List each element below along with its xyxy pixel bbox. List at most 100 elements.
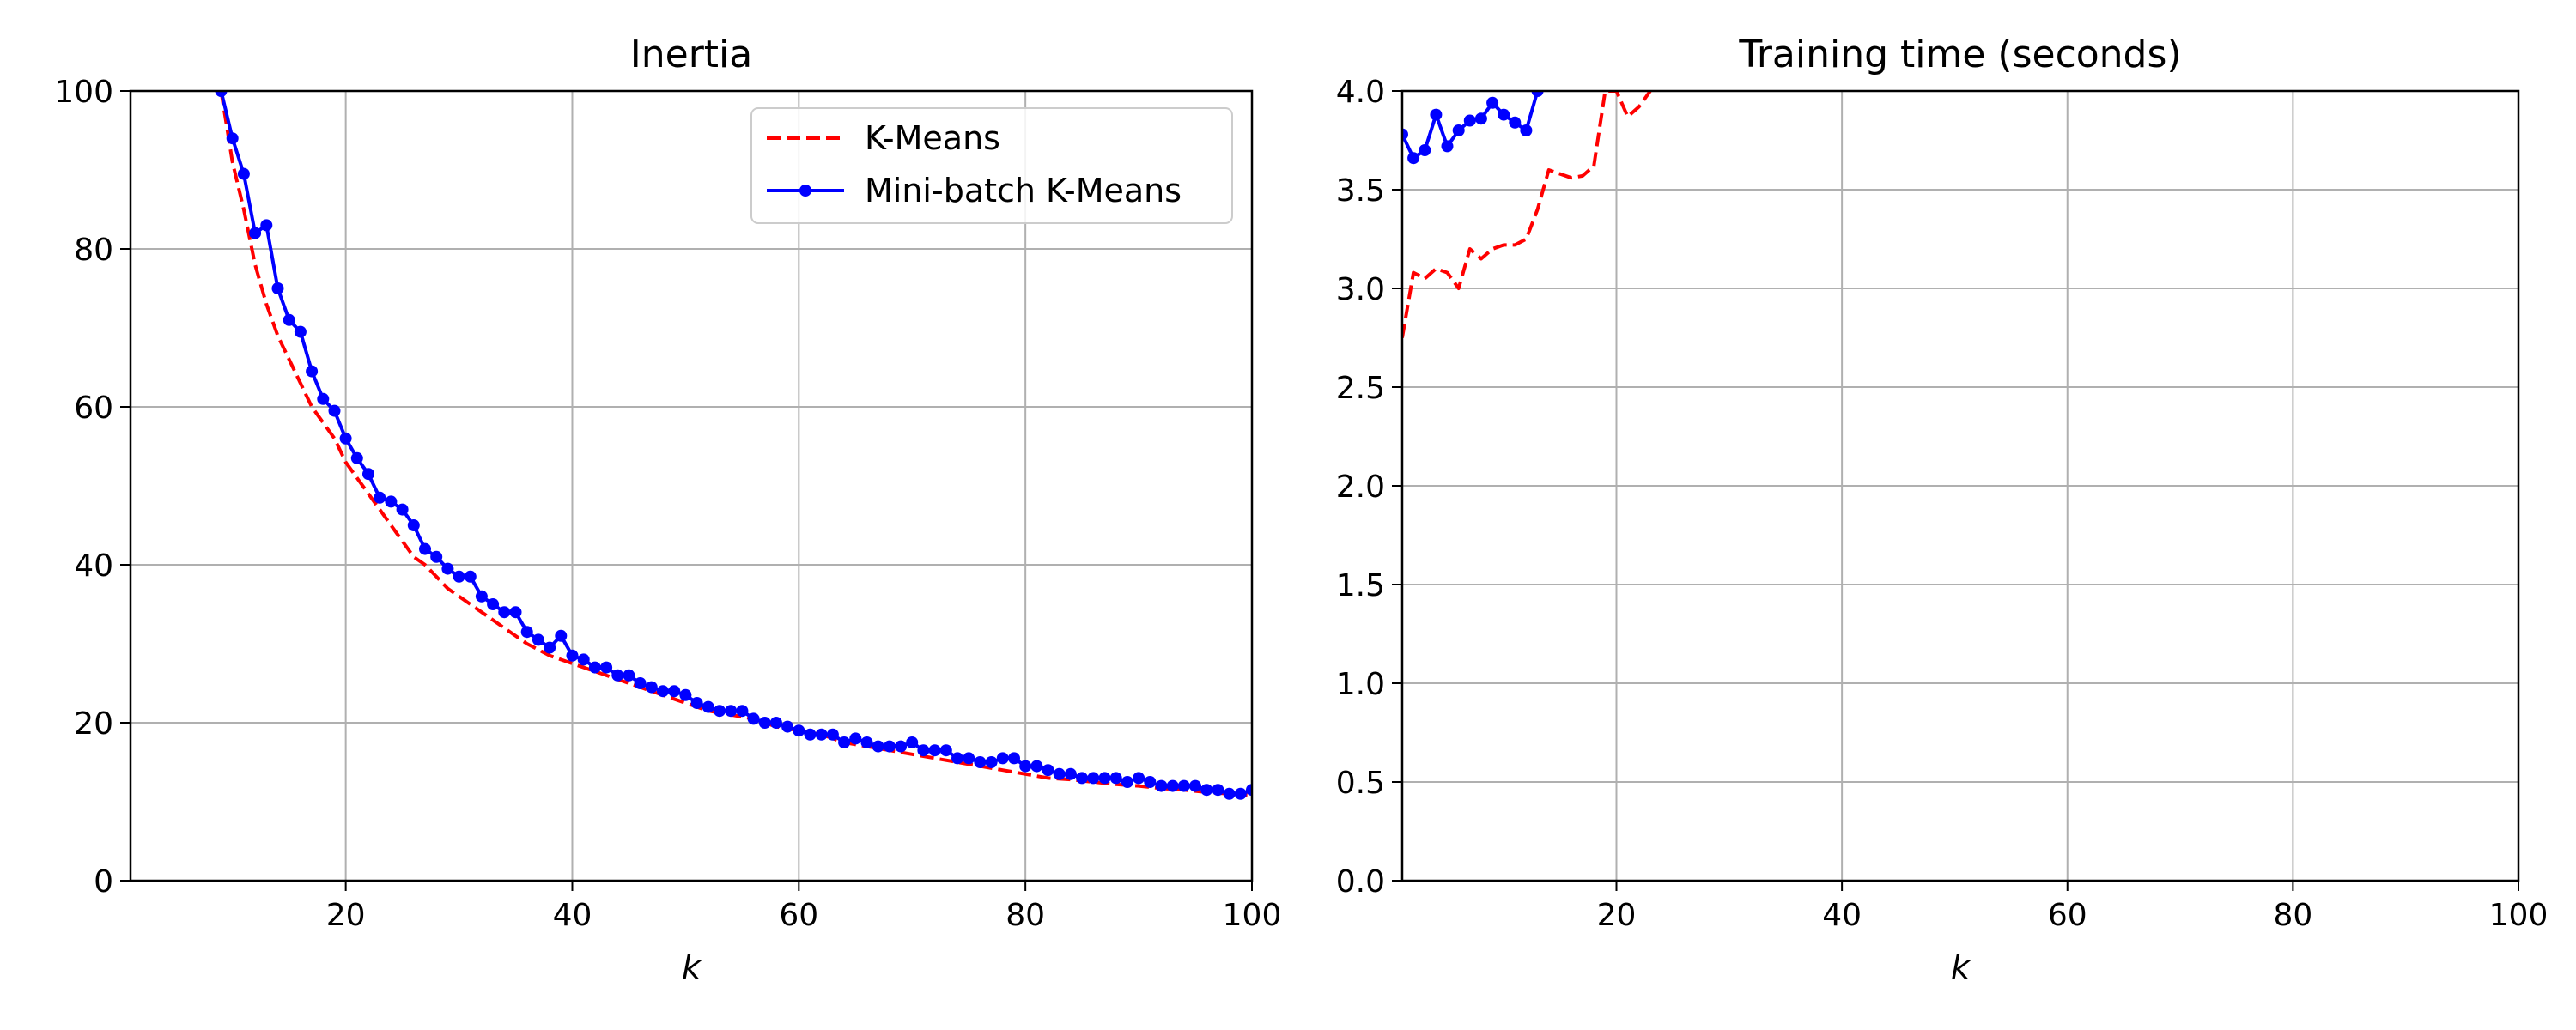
training-time-y-tick-label: 3.0: [1336, 272, 1385, 307]
inertia-minibatch-point: [1098, 772, 1111, 785]
inertia-minibatch-point: [1064, 767, 1077, 780]
inertia-minibatch-point: [226, 132, 239, 145]
inertia-minibatch-point: [215, 91, 228, 97]
inertia-minibatch-point: [453, 570, 465, 583]
inertia-minibatch-point: [1030, 760, 1043, 772]
training-time-kmeans-line: [1402, 91, 1652, 338]
inertia-minibatch-point: [532, 633, 544, 646]
inertia-minibatch-point: [634, 677, 647, 689]
inertia-minibatch-point: [668, 685, 681, 698]
training-time-y-tick-label: 2.5: [1336, 371, 1385, 406]
inertia-minibatch-point: [249, 227, 262, 239]
training-time-chart-title: Training time (seconds): [1738, 33, 2181, 76]
inertia-minibatch-point: [951, 752, 963, 765]
inertia-chart-title: Inertia: [630, 33, 752, 76]
inertia-minibatch-point: [1121, 776, 1133, 788]
inertia-x-tick-label: 80: [1005, 898, 1045, 933]
inertia-minibatch-point: [872, 740, 884, 753]
inertia-x-tick-label: 20: [326, 898, 366, 933]
inertia-minibatch-point: [520, 626, 533, 639]
inertia-minibatch-point: [1076, 772, 1089, 785]
inertia-y-tick-label: 20: [74, 706, 113, 742]
inertia-minibatch-point: [1087, 772, 1100, 785]
inertia-minibatch-point: [804, 728, 817, 741]
training-time-y-tick-label: 3.5: [1336, 173, 1385, 209]
training-time-y-tick-label: 0.5: [1336, 766, 1385, 801]
training-time-x-tick-label: 40: [1822, 898, 1862, 933]
inertia-minibatch-point: [623, 669, 635, 682]
training-time-minibatch-point: [1430, 108, 1443, 121]
inertia-minibatch-point: [611, 669, 624, 682]
inertia-minibatch-point: [1133, 772, 1145, 785]
inertia-minibatch-point: [1155, 779, 1168, 792]
training-time-x-tick-label: 20: [1597, 898, 1637, 933]
training-time-grid: [1402, 90, 2519, 882]
inertia-minibatch-point: [781, 720, 794, 733]
inertia-minibatch-point: [317, 392, 330, 405]
inertia-minibatch-point: [509, 606, 522, 619]
training-time-minibatch-point: [1520, 124, 1533, 136]
inertia-minibatch-point: [769, 717, 782, 729]
training-time-x-tick-label: 60: [2048, 898, 2087, 933]
inertia-minibatch-point: [963, 752, 975, 765]
inertia-minibatch-point: [702, 700, 714, 713]
inertia-minibatch-point: [860, 736, 873, 748]
inertia-y-tick-label: 80: [74, 233, 113, 268]
inertia-minibatch-point: [1144, 776, 1157, 788]
training-time-minibatch-point: [1463, 114, 1476, 127]
inertia-minibatch-point: [328, 404, 341, 417]
training-time-x-tick-label: 100: [2489, 898, 2549, 933]
inertia-minibatch-point: [1166, 779, 1179, 792]
inertia-minibatch-point: [350, 451, 363, 464]
training-time-minibatch-point: [1452, 124, 1465, 136]
inertia-y-tick-label: 60: [74, 391, 113, 426]
inertia-minibatch-point: [736, 705, 749, 718]
inertia-chart: Inertia 20 40 60 80 100 0 20 40 60 80 100 k K-Mean…: [54, 33, 1281, 986]
training-time-minibatch-point: [1402, 128, 1408, 141]
inertia-minibatch-point: [826, 728, 839, 741]
inertia-minibatch-point: [260, 219, 273, 232]
inertia-minibatch-point: [838, 736, 851, 748]
inertia-minibatch-point: [906, 736, 919, 748]
inertia-minibatch-point: [271, 282, 284, 294]
inertia-minibatch-point: [1053, 767, 1066, 780]
inertia-minibatch-point: [306, 365, 319, 378]
inertia-minibatch-point: [1246, 784, 1252, 797]
inertia-minibatch-point: [690, 697, 703, 709]
inertia-minibatch-point: [374, 491, 386, 504]
inertia-minibatch-point: [385, 495, 398, 508]
inertia-plot-frame: [129, 89, 1254, 882]
inertia-y-tick-label: 40: [74, 548, 113, 584]
inertia-minibatch-point: [588, 661, 601, 674]
legend: K-Means Mini-batch K-Means: [750, 107, 1233, 224]
inertia-minibatch-point: [747, 712, 760, 725]
inertia-series: [215, 91, 1252, 800]
training-time-minibatch-point: [1474, 112, 1487, 125]
training-time-minibatch-point: [1531, 91, 1544, 97]
inertia-minibatch-point: [566, 649, 579, 662]
training-time-y-tick-label: 4.0: [1336, 75, 1385, 110]
inertia-minibatch-point: [475, 590, 488, 603]
inertia-minibatch-point: [1200, 784, 1213, 797]
inertia-minibatch-point: [849, 732, 862, 745]
inertia-minibatch-point: [917, 744, 930, 757]
inertia-minibatch-point: [1042, 764, 1054, 777]
inertia-minibatch-point: [1177, 779, 1190, 792]
inertia-minibatch-point: [487, 598, 500, 610]
inertia-minibatch-point: [498, 606, 511, 619]
inertia-minibatch-point: [1223, 787, 1236, 800]
training-time-minibatch-point: [1509, 116, 1522, 129]
inertia-minibatch-point: [1234, 787, 1247, 800]
legend-kmeans-label: K-Means: [865, 119, 1000, 157]
inertia-minibatch-point: [600, 661, 613, 674]
inertia-x-axis-label: k: [682, 948, 702, 986]
inertia-minibatch-point: [815, 728, 828, 741]
training-time-y-tick-label: 1.5: [1336, 568, 1385, 603]
training-time-series: [1402, 91, 1652, 338]
training-time-chart: Training time (seconds) 20 40 60 80 100 0.0 0.…: [1336, 33, 2549, 986]
inertia-minibatch-point: [725, 705, 738, 718]
inertia-minibatch-point: [895, 740, 908, 753]
inertia-minibatch-point: [758, 717, 771, 729]
inertia-x-tick-label: 100: [1223, 898, 1282, 933]
inertia-y-tick-label: 0: [94, 864, 113, 900]
